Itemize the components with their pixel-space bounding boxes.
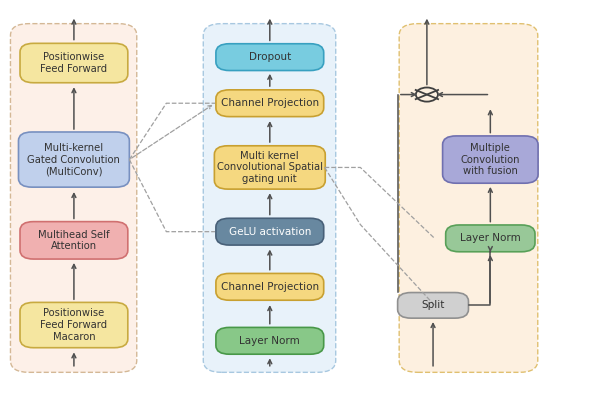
FancyBboxPatch shape [20, 43, 128, 83]
Text: Layer Norm: Layer Norm [240, 336, 300, 346]
FancyBboxPatch shape [214, 146, 325, 189]
FancyBboxPatch shape [216, 327, 324, 354]
FancyBboxPatch shape [203, 24, 336, 372]
FancyBboxPatch shape [446, 225, 535, 252]
FancyBboxPatch shape [20, 303, 128, 348]
Text: GeLU activation: GeLU activation [229, 227, 311, 237]
Text: Channel Projection: Channel Projection [221, 282, 319, 292]
Text: Multi kernel
Convolutional Spatial
gating unit: Multi kernel Convolutional Spatial gatin… [217, 151, 323, 184]
FancyBboxPatch shape [216, 273, 324, 300]
Text: Positionwise
Feed Forward: Positionwise Feed Forward [41, 52, 107, 74]
Text: Multiple
Convolution
with fusion: Multiple Convolution with fusion [461, 143, 520, 176]
Text: Layer Norm: Layer Norm [460, 233, 521, 243]
FancyBboxPatch shape [216, 44, 324, 71]
Text: Positionwise
Feed Forward
Macaron: Positionwise Feed Forward Macaron [41, 309, 107, 342]
Text: Dropout: Dropout [249, 52, 291, 62]
Text: Channel Projection: Channel Projection [221, 98, 319, 108]
FancyBboxPatch shape [216, 218, 324, 245]
Text: Multi-kernel
Gated Convolution
(MultiConv): Multi-kernel Gated Convolution (MultiCon… [28, 143, 120, 176]
FancyBboxPatch shape [216, 90, 324, 117]
Text: Split: Split [421, 300, 445, 310]
FancyBboxPatch shape [20, 221, 128, 259]
Text: Multihead Self
Attention: Multihead Self Attention [38, 230, 110, 251]
FancyBboxPatch shape [398, 292, 468, 318]
FancyBboxPatch shape [18, 132, 129, 187]
FancyBboxPatch shape [10, 24, 137, 372]
FancyBboxPatch shape [442, 136, 538, 183]
FancyBboxPatch shape [399, 24, 538, 372]
